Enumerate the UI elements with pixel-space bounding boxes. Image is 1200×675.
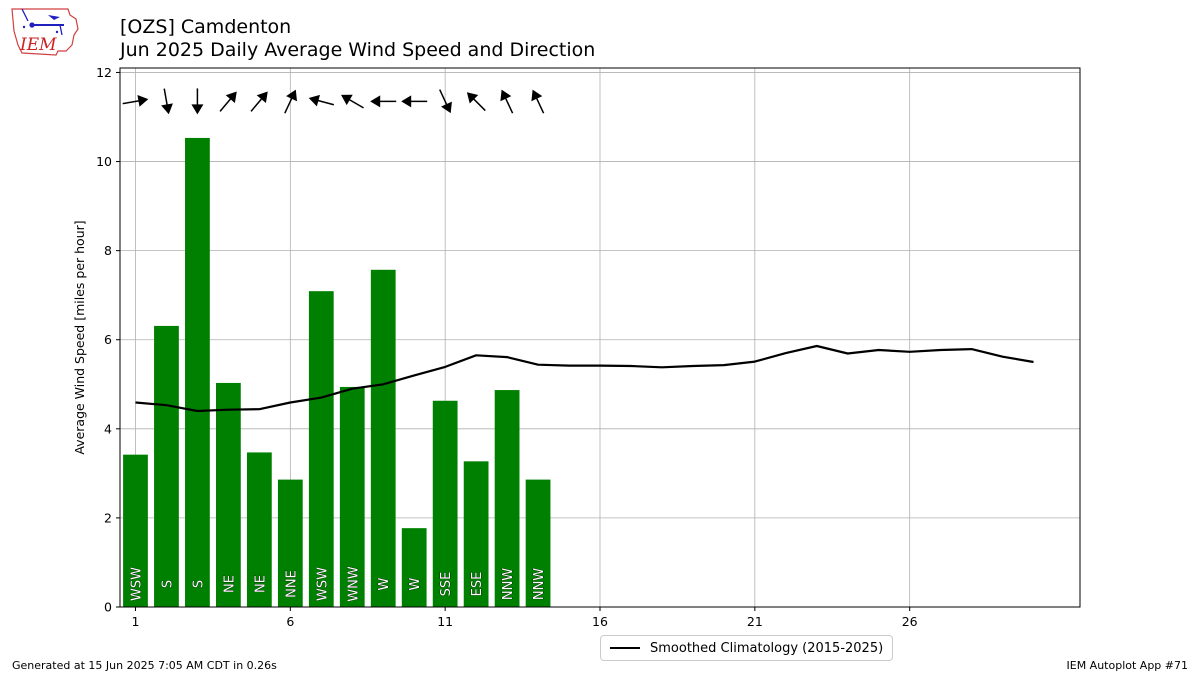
climatology-line-layer (135, 344, 1034, 413)
y-tick-label: 0 (104, 600, 112, 615)
direction-label: NNE (284, 570, 299, 598)
y-tick-label: 10 (96, 154, 112, 169)
wind-speed-bar (339, 386, 365, 607)
direction-arrow (466, 92, 486, 112)
direction-arrow (122, 94, 149, 107)
wind-speed-bar (370, 269, 396, 607)
direction-label: WSW (315, 567, 330, 601)
y-tick-label: 8 (104, 243, 112, 258)
x-tick-label: 1 (132, 614, 140, 629)
direction-label: W (408, 577, 423, 590)
direction-label: WNW (346, 566, 361, 602)
wind-speed-bar (277, 479, 303, 607)
direction-arrow (370, 95, 397, 108)
wind-speed-bar (308, 291, 334, 607)
x-tick-label: 21 (747, 614, 763, 629)
y-tick-label: 6 (104, 332, 112, 347)
direction-label: NNW (501, 568, 516, 600)
wind-speed-bars (123, 137, 551, 607)
y-tick-label: 4 (104, 421, 112, 436)
direction-label: NNW (532, 568, 547, 600)
logo-text: IEM (19, 35, 57, 55)
direction-label: S (160, 580, 175, 588)
direction-label: WSW (129, 567, 144, 601)
legend: Smoothed Climatology (2015-2025) (600, 635, 894, 661)
y-axis-label: Average Wind Speed [miles per hour] (72, 220, 87, 454)
direction-label: ESE (470, 572, 485, 597)
wind-speed-bar (432, 400, 458, 607)
x-tick-label: 11 (437, 614, 453, 629)
footer-generated: Generated at 15 Jun 2025 7:05 AM CDT in … (12, 659, 277, 672)
footer-app: IEM Autoplot App #71 (1066, 659, 1189, 672)
wind-speed-bar (525, 479, 551, 607)
direction-arrow (191, 88, 204, 115)
direction-arrows (122, 88, 545, 115)
direction-arrow (308, 94, 335, 107)
wind-speed-bar (123, 454, 148, 607)
wind-speed-bar (463, 461, 489, 607)
climatology-line (135, 344, 1034, 413)
wind-speed-bar (216, 382, 241, 607)
chart-title-line1: [OZS] Camdenton (120, 16, 292, 38)
wind-speed-bar (401, 528, 427, 607)
direction-arrow (284, 89, 298, 114)
wind-speed-bar (246, 452, 272, 607)
wind-speed-bar (185, 137, 210, 607)
direction-arrow (439, 89, 452, 114)
direction-label: W (377, 577, 392, 590)
x-tick-label: 16 (592, 614, 608, 629)
direction-arrow (219, 91, 237, 112)
wind-speed-bar (494, 390, 520, 607)
direction-label: NE (253, 575, 268, 593)
direction-arrow (161, 88, 173, 115)
direction-arrow (401, 95, 428, 108)
iem-logo: IEM (8, 5, 80, 61)
y-tick-label: 2 (104, 510, 112, 525)
x-tick-label: 6 (286, 614, 294, 629)
legend-line-swatch (610, 647, 640, 649)
direction-arrow (341, 94, 364, 109)
legend-label: Smoothed Climatology (2015-2025) (650, 640, 884, 656)
direction-arrow (531, 89, 545, 114)
x-tick-label: 26 (902, 614, 918, 629)
direction-label: S (191, 580, 206, 588)
direction-label: SSE (439, 572, 454, 597)
chart-title-line2: Jun 2025 Daily Average Wind Speed and Di… (120, 39, 596, 61)
direction-labels: WSW S S NE NE NNE WSW WNW W W SSE ESE NNW NNW (129, 566, 547, 602)
direction-arrow (500, 89, 514, 114)
y-tick-label: 12 (96, 65, 112, 80)
wind-speed-bar (154, 325, 179, 607)
direction-label: NE (222, 575, 237, 593)
direction-arrow (250, 91, 268, 112)
